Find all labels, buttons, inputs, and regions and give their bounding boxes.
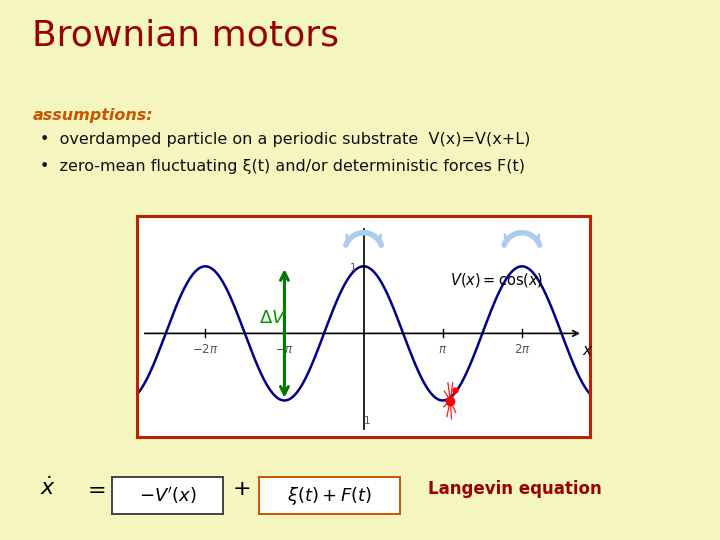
Text: •  overdamped particle on a periodic substrate  V(x)=V(x+L): • overdamped particle on a periodic subs… (40, 132, 530, 147)
Text: $\pi$: $\pi$ (438, 343, 447, 356)
Text: $-\pi$: $-\pi$ (275, 343, 294, 356)
Text: x: x (582, 343, 591, 359)
Text: Langevin equation: Langevin equation (428, 480, 602, 498)
Text: assumptions:: assumptions: (32, 108, 153, 123)
Text: $=$: $=$ (83, 478, 105, 500)
Text: $-V'(x)$: $-V'(x)$ (138, 485, 197, 506)
Text: Brownian motors: Brownian motors (32, 19, 339, 53)
Text: $+$: $+$ (232, 478, 250, 500)
Text: $\dot{x}$: $\dot{x}$ (40, 477, 55, 500)
Text: •  zero-mean fluctuating ξ(t) and/or deterministic forces F(t): • zero-mean fluctuating ξ(t) and/or dete… (40, 159, 525, 174)
Text: 1: 1 (364, 416, 371, 426)
Text: $V(x) = \cos(x)$: $V(x) = \cos(x)$ (450, 271, 544, 289)
Text: $\xi(t)+F(t)$: $\xi(t)+F(t)$ (287, 485, 372, 507)
Text: $\Delta V$: $\Delta V$ (259, 309, 287, 327)
Text: $2\pi$: $2\pi$ (513, 343, 531, 356)
Text: 1: 1 (349, 264, 356, 273)
Text: $-2\pi$: $-2\pi$ (192, 343, 219, 356)
